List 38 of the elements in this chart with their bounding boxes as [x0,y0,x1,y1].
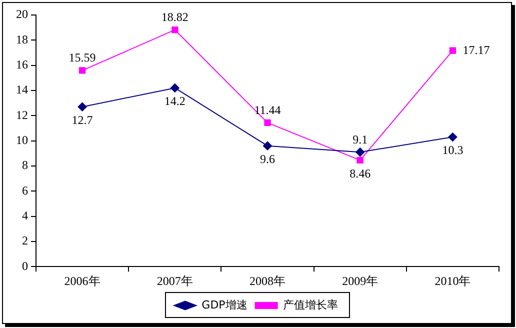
data-label: 11.44 [254,102,281,117]
y-tick-label: 0 [22,258,28,273]
x-tick-label: 2007年 [156,274,193,288]
x-tick-label: 2008年 [250,274,286,288]
y-tick-label: 14 [16,82,28,97]
y-tick-label: 16 [16,57,28,72]
point [263,141,272,150]
y-tick-label: 2 [22,234,28,248]
point [172,26,178,34]
point [356,148,365,157]
x-tick-label: 2010年 [434,274,471,288]
point [170,83,180,92]
point [448,132,458,142]
y-tick-label: 12 [16,108,28,122]
legend-label: 产值增长率 [282,298,338,312]
legend-label: GDP增速 [202,298,248,312]
data-label: 10.3 [442,143,464,158]
point [356,156,364,164]
point [78,67,86,74]
data-label: 18.82 [161,10,188,24]
y-tick-label: 20 [16,7,28,22]
y-tick-label: 10 [16,132,28,147]
y-tick-label: 8 [22,158,28,172]
data-label: 8.46 [350,166,371,180]
data-label: 17.17 [462,42,490,57]
y-tick-label: 18 [16,32,28,46]
data-label: 9.1 [352,132,368,146]
x-tick-label: 2006年 [64,274,100,288]
x-tick-label: 2009年 [342,274,378,288]
point [264,119,271,126]
data-label: 12.7 [72,112,93,127]
point [78,102,87,112]
data-label: 9.6 [260,152,275,166]
data-label: 15.59 [68,50,96,65]
data-label: 14.2 [164,94,186,108]
y-tick-label: 6 [22,183,28,198]
y-tick-label: 4 [22,208,28,222]
point [449,47,456,54]
